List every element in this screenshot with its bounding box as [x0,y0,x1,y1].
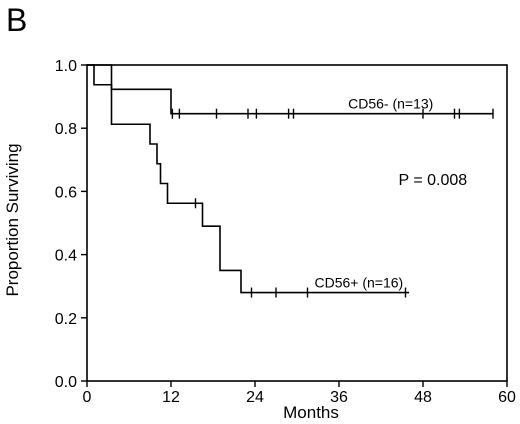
x-tick-label: 60 [498,389,516,406]
y-tick-label: 0.4 [55,248,77,265]
y-tick-label: 0.0 [55,374,77,391]
labels-layer: 0 12 24 36 48 60 0.0 0.2 0.4 0.6 0.8 1.0 CD56- (n=13… [55,58,516,406]
survival-curve-1 [87,64,493,115]
series-label: CD56+ (n=16) [315,275,404,291]
y-tick-label: 0.8 [55,121,77,138]
series-label: CD56- (n=13) [348,96,433,112]
y-tick-label: 0.6 [55,184,77,201]
series-layer [87,64,494,298]
x-tick-label: 12 [162,389,180,406]
x-tick-label: 48 [414,389,432,406]
x-tick-label: 0 [83,389,92,406]
p-value-annotation: P = 0.008 [399,172,468,189]
y-tick-label: 1.0 [55,58,77,75]
survival-curve-2 [87,64,409,294]
y-tick-label: 0.2 [55,311,77,328]
x-axis-label: Months [283,403,339,422]
plot-frame [86,64,508,382]
y-axis-label: Proportion Surviving [3,143,22,296]
x-tick-label: 24 [246,389,264,406]
x-tick-label: 36 [330,389,348,406]
axes-group [81,64,508,387]
panel-letter: B [6,2,28,38]
